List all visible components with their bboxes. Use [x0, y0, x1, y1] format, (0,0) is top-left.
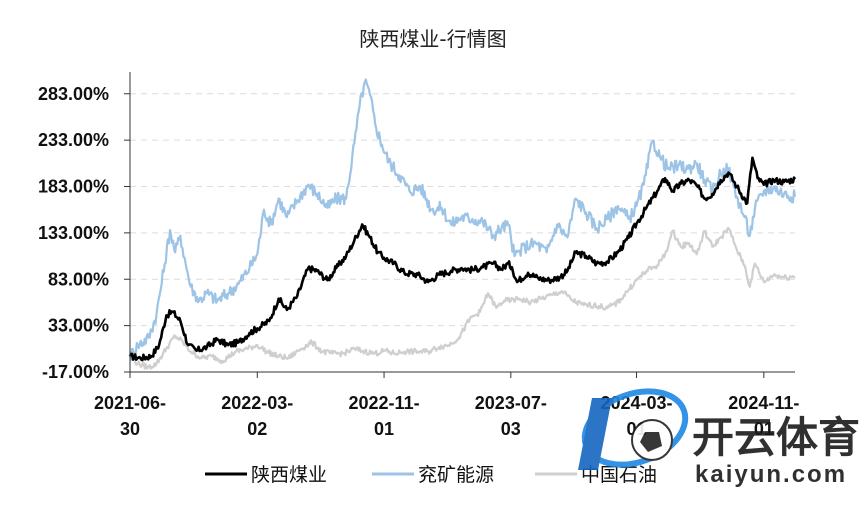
- y-tick-label: 33.00%: [48, 316, 109, 336]
- series-line-0: [128, 156, 797, 362]
- chart-title: 陕西煤业-行情图: [359, 27, 506, 51]
- y-tick-label: 83.00%: [48, 269, 109, 289]
- x-tick-label: 2021-06-30: [94, 393, 166, 439]
- watermark: 开云体育 kaiyun.com: [578, 388, 860, 488]
- legend-label: 兖矿能源: [418, 464, 494, 486]
- y-tick-label: -17.00%: [42, 362, 109, 382]
- y-tick-label: 133.00%: [38, 223, 109, 243]
- series-line-1: [128, 78, 797, 361]
- y-tick-label: 283.00%: [38, 84, 109, 104]
- x-tick-label: 2022-03-02: [221, 393, 293, 439]
- x-tick-label: 2023-07-03: [475, 393, 547, 439]
- watermark-brand: 开云体育: [692, 414, 860, 461]
- x-tick-label: 2024-11-01: [728, 393, 799, 439]
- x-tick-label: 2022-11-01: [349, 393, 420, 439]
- series-line-2: [129, 227, 796, 370]
- y-axis-ticks: 283.00% 233.00% 183.00% 133.00% 83.00% 33.00%…: [38, 84, 130, 382]
- y-tick-label: 183.00%: [38, 177, 109, 197]
- legend: 陕西煤业 兖矿能源 中国石油: [205, 464, 657, 486]
- kaiyun-logo-icon: [578, 388, 689, 470]
- series-lines: [128, 78, 797, 370]
- y-tick-label: 233.00%: [38, 130, 109, 150]
- legend-label: 陕西煤业: [251, 464, 327, 486]
- legend-label: 中国石油: [581, 464, 657, 486]
- watermark-url: kaiyun.com: [695, 461, 847, 488]
- axes: [129, 72, 795, 373]
